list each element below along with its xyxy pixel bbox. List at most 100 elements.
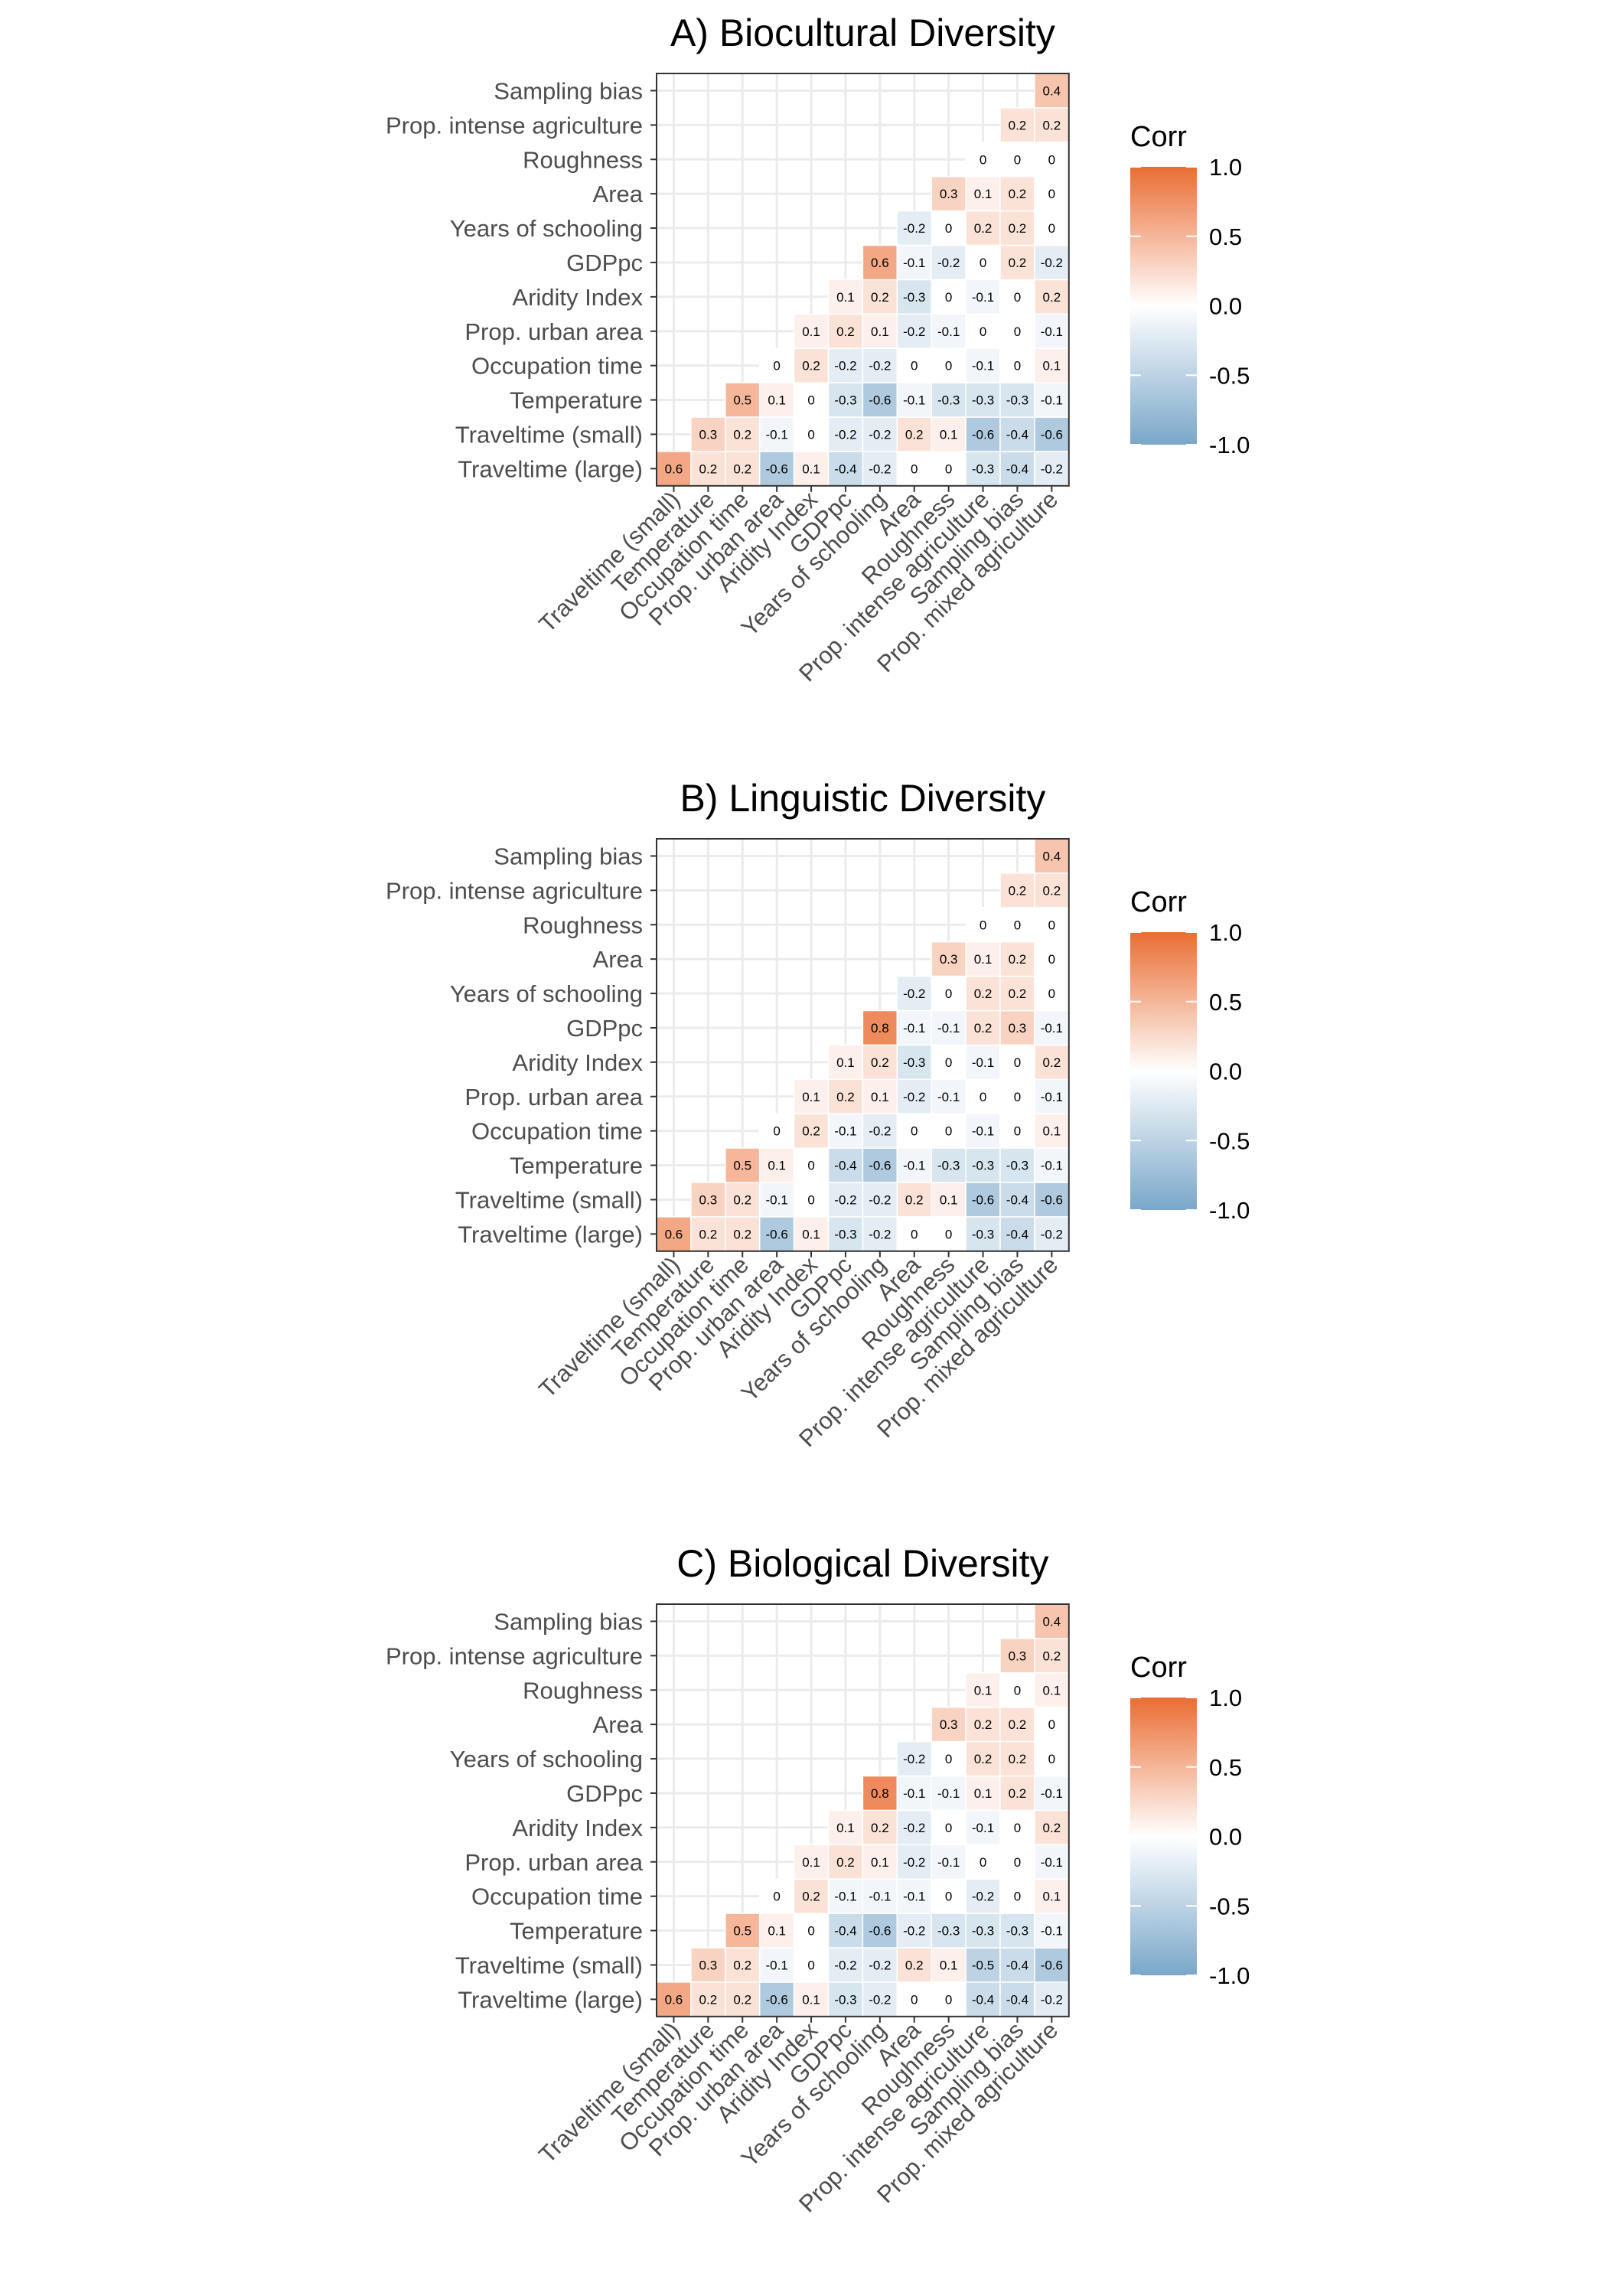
cell-value-label: 0 (1048, 187, 1055, 201)
y-tick-label: Area (593, 946, 644, 973)
heatmap-cell (999, 142, 1035, 178)
cell-value-label: 0 (980, 325, 986, 339)
cell-value-label: 0 (773, 1124, 780, 1139)
y-tick-label: Aridity Index (512, 284, 643, 311)
cell-value-label: -0.3 (972, 1159, 994, 1173)
cell-value-label: 0.2 (699, 461, 718, 476)
heatmap-cell (758, 382, 795, 418)
cell-value-label: -0.3 (834, 393, 856, 408)
heatmap-cell (1034, 1809, 1070, 1846)
heatmap-cell (1034, 1947, 1070, 1983)
y-tick-label: Roughness (523, 146, 643, 173)
y-axis: Traveltime (large) Traveltime (small) Temp… (386, 1608, 657, 2013)
cell-value-label: 0.2 (974, 1021, 993, 1035)
cell-value-label: 0 (945, 1890, 952, 1904)
y-tick-label: Traveltime (large) (458, 455, 643, 482)
cell-value-label: -0.3 (937, 1924, 960, 1939)
y-tick-label: Sampling bias (494, 77, 643, 104)
cell-value-label: 0 (1048, 1717, 1055, 1732)
legend-tick-label: 1.0 (1209, 1684, 1242, 1711)
cell-value-label: 0.2 (871, 1055, 889, 1070)
heatmap-cell (1034, 872, 1070, 908)
heatmap-cell (999, 451, 1035, 487)
cell-value-label: 0.2 (974, 987, 993, 1001)
cell-value-label: 0.2 (836, 1855, 855, 1870)
cell-value-label: 0.8 (871, 1021, 889, 1035)
cell-value-label: 0 (1014, 359, 1021, 373)
cell-value-label: -0.1 (1041, 1855, 1063, 1870)
cell-value-label: 0.2 (1009, 221, 1027, 236)
y-tick-label: Area (593, 181, 644, 207)
y-tick-label: Occupation time (471, 1883, 643, 1910)
y-tick-label: Temperature (510, 1918, 643, 1945)
cell-value-label: 0 (945, 1752, 952, 1766)
cell-value-label: 0 (1014, 1890, 1021, 1904)
heatmap-cell (965, 175, 1001, 212)
heatmap-tiles: 0.6 0.2 0.2 -0.6 0.1 -0.3 -0.2 0 0 -0.3 -0.4 -0.2 0.… (656, 838, 1070, 1252)
y-tick-label: Aridity Index (512, 1815, 643, 1841)
cell-value-label: -0.2 (869, 1192, 891, 1207)
legend-colorbar (1130, 167, 1197, 445)
cell-value-label: -0.1 (766, 427, 788, 442)
cell-value-label: 0.3 (940, 187, 958, 201)
heatmap-cell (758, 1182, 795, 1218)
cell-value-label: 0 (911, 1124, 918, 1139)
cell-value-label: -0.2 (869, 1124, 891, 1139)
heatmap-cell (1034, 975, 1070, 1012)
heatmap-cell (690, 1182, 726, 1218)
heatmap-cell (965, 975, 1001, 1012)
cell-value-label: 0 (1048, 152, 1055, 167)
heatmap-cell (931, 244, 966, 281)
cell-value-label: 0.2 (733, 427, 751, 442)
cell-value-label: 0.2 (733, 1992, 751, 2007)
cell-value-label: 0 (980, 256, 986, 270)
cell-value-label: -0.1 (1041, 325, 1063, 339)
cell-value-label: 0.1 (940, 1958, 958, 1972)
cell-value-label: 0.2 (699, 1992, 718, 2007)
cell-value-label: 0.5 (733, 393, 751, 408)
heatmap-cell (758, 1878, 795, 1914)
cell-value-label: 0.3 (1009, 1649, 1027, 1663)
heatmap-cell (827, 1044, 864, 1081)
heatmap-cell (827, 1809, 864, 1846)
heatmap-cell (690, 451, 726, 487)
cell-value-label: -0.1 (834, 1124, 856, 1139)
legend-tick-label: 1.0 (1209, 919, 1242, 946)
cell-value-label: 0 (1014, 918, 1021, 932)
cell-value-label: 0.1 (871, 325, 889, 339)
cell-value-label: -0.1 (1041, 393, 1063, 408)
heatmap-cell (725, 382, 761, 418)
legend-tick-label: -1.0 (1209, 1962, 1250, 1989)
heatmap-tiles: 0.6 0.2 0.2 -0.6 0.1 -0.4 -0.2 0 0 -0.3 -0.4 -0.2 0.… (656, 73, 1070, 487)
heatmap-cell (793, 1844, 830, 1880)
heatmap-cell (896, 1147, 932, 1183)
cell-value-label: 0.8 (871, 1786, 889, 1801)
y-axis: Traveltime (large) Traveltime (small) Temp… (386, 77, 657, 482)
y-tick-label: Temperature (510, 1153, 643, 1179)
cell-value-label: -0.4 (1006, 1958, 1028, 1972)
cell-value-label: -0.1 (972, 290, 994, 305)
legend-tick-label: 0.5 (1209, 223, 1242, 250)
cell-value-label: -0.2 (903, 1924, 925, 1939)
legend-colorbar (1130, 1698, 1197, 1975)
heatmap-cell (965, 1775, 1001, 1812)
panel-title: C) Biological Diversity (676, 1542, 1048, 1585)
cell-value-label: -0.2 (1041, 256, 1063, 270)
cell-value-label: -0.1 (937, 1855, 960, 1870)
cell-value-label: -0.6 (972, 427, 994, 442)
heatmap-cell (931, 1113, 966, 1149)
cell-value-label: 0.1 (836, 1055, 855, 1070)
cell-value-label: -0.1 (1041, 1090, 1063, 1104)
cell-value-label: 0.2 (1043, 290, 1061, 305)
heatmap-cell (793, 1078, 830, 1114)
heatmap-cell (999, 279, 1035, 315)
cell-value-label: 0 (945, 461, 952, 476)
heatmap-cell (1034, 1216, 1070, 1252)
cell-value-label: 0.6 (665, 461, 683, 476)
legend-tick-label: 0.0 (1209, 1824, 1242, 1851)
cell-value-label: 0.1 (1043, 1890, 1061, 1904)
cell-value-label: -0.6 (972, 1192, 994, 1207)
cell-value-label: -0.1 (937, 1021, 960, 1035)
y-tick-label: Sampling bias (494, 1608, 643, 1635)
y-tick-label: Occupation time (471, 353, 643, 380)
